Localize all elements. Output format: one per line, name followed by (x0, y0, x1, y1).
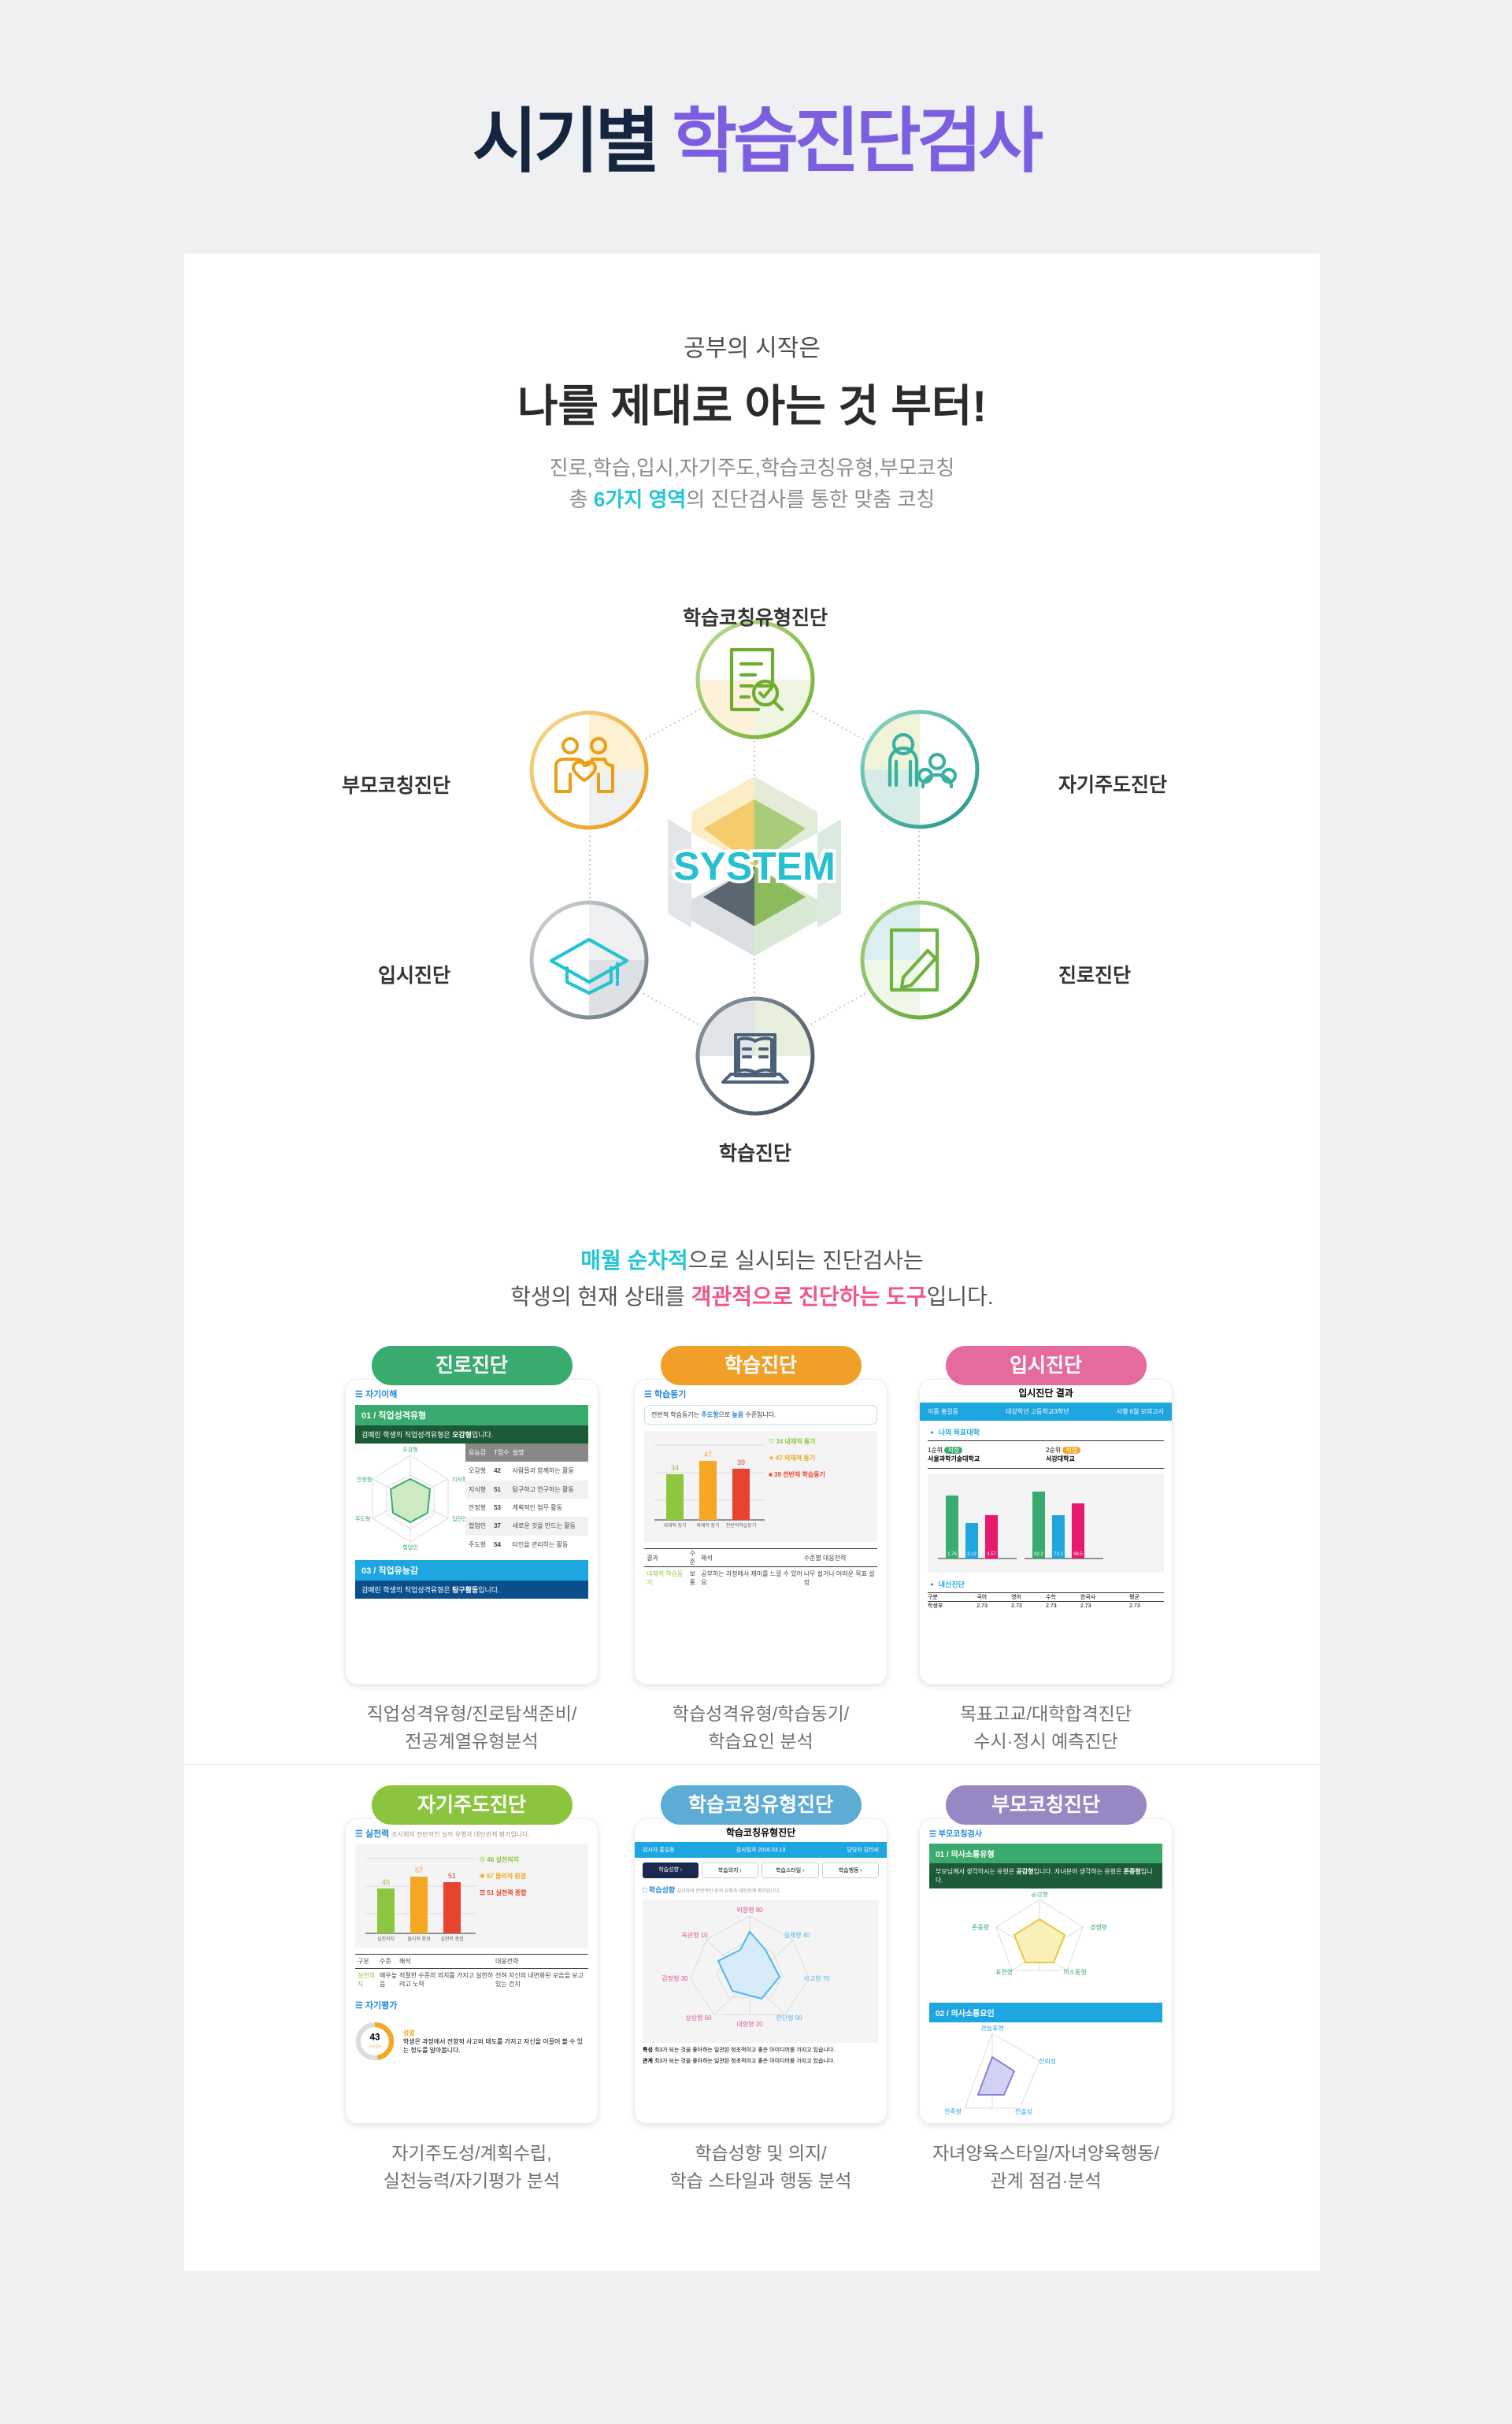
svg-text:39: 39 (737, 1458, 745, 1466)
svg-text:34: 34 (671, 1464, 679, 1472)
svg-text:의소통형: 의소통형 (1063, 1968, 1086, 1976)
svg-text:외재적 동기: 외재적 동기 (696, 1522, 719, 1529)
svg-text:존중형: 존중형 (972, 1924, 989, 1931)
svg-text:47: 47 (704, 1451, 712, 1458)
svg-text:51: 51 (448, 1872, 456, 1880)
svg-text:73.1: 73.1 (1054, 1552, 1063, 1557)
svg-text:집단인: 집단인 (452, 1515, 465, 1522)
svg-text:관심표현: 관심표현 (980, 2026, 1003, 2032)
svg-text:육관형 10: 육관형 10 (681, 1931, 708, 1939)
svg-text:92.2: 92.2 (1034, 1552, 1043, 1557)
svg-text:88.5: 88.5 (1073, 1552, 1083, 1557)
svg-text:내향형 20: 내향형 20 (736, 2021, 763, 2028)
svg-text:실제형 40: 실제형 40 (784, 1931, 810, 1939)
svg-text:상상형 60: 상상형 60 (685, 2014, 712, 2022)
svg-text:1.76: 1.76 (947, 1552, 957, 1557)
svg-text:감정형 30: 감정형 30 (662, 1974, 688, 1982)
svg-text:43: 43 (369, 2033, 380, 2043)
svg-text:신뢰성: 신뢰성 (1039, 2058, 1056, 2065)
svg-text:나의T점수: 나의T점수 (369, 2044, 382, 2048)
svg-text:외향형 80: 외향형 80 (736, 1906, 763, 1914)
svg-text:주도형: 주도형 (355, 1516, 370, 1522)
svg-text:3.57: 3.57 (987, 1552, 996, 1557)
svg-text:판단형 90: 판단형 90 (776, 2014, 802, 2022)
svg-text:협업인: 협업인 (402, 1544, 417, 1551)
svg-text:친족형: 친족형 (944, 2107, 962, 2115)
svg-text:실천의지: 실천의지 (377, 1936, 395, 1941)
svg-text:사고형 70: 사고형 70 (803, 1975, 830, 1982)
svg-text:지식형: 지식형 (452, 1476, 465, 1483)
svg-text:물리적 환경: 물리적 환경 (407, 1936, 430, 1941)
svg-text:내재적 동기: 내재적 동기 (663, 1522, 686, 1529)
svg-text:공감형: 공감형 (1031, 1892, 1048, 1898)
svg-text:46: 46 (382, 1878, 390, 1886)
svg-text:3.12: 3.12 (967, 1552, 976, 1557)
svg-text:경쟁형: 경쟁형 (1090, 1923, 1107, 1931)
svg-text:실천력 종합: 실천력 종합 (440, 1936, 464, 1941)
svg-text:전반적학습동기: 전반적학습동기 (726, 1522, 757, 1529)
svg-text:57: 57 (415, 1866, 423, 1874)
svg-text:안정형: 안정형 (357, 1476, 372, 1483)
svg-text:표현형: 표현형 (995, 1969, 1013, 1976)
svg-text:오감형: 오감형 (402, 1447, 417, 1453)
svg-text:진솔성: 진솔성 (1015, 2107, 1032, 2115)
